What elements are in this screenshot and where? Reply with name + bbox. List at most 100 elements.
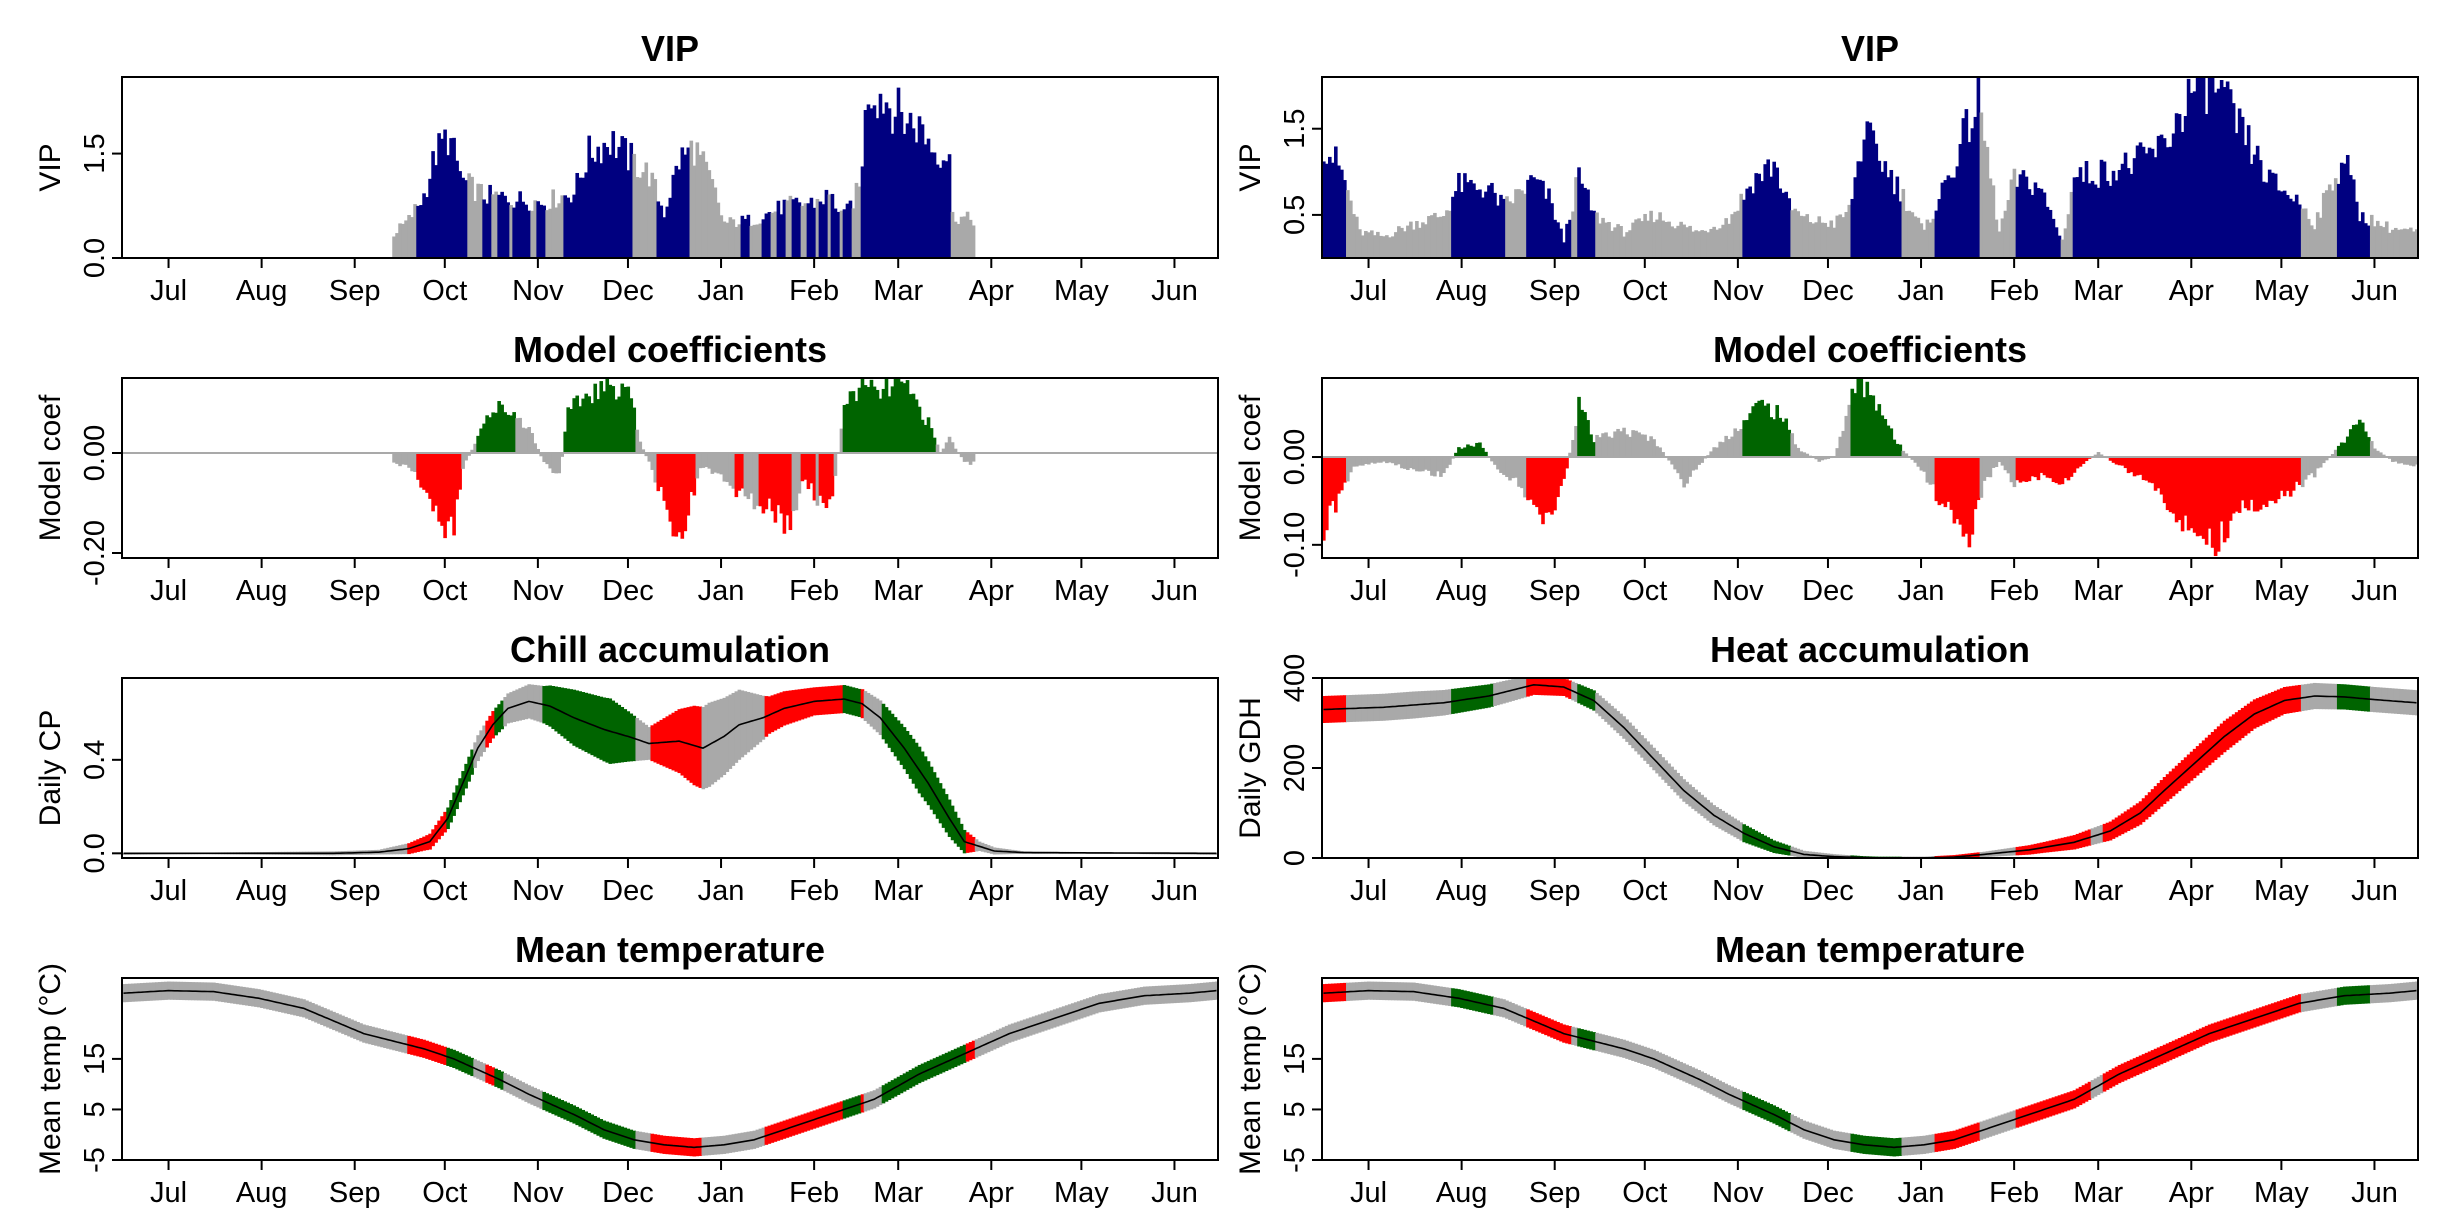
x-tick-label: Feb [789,575,839,607]
x-tick-label: Oct [1622,1177,1667,1209]
x-tick-label: May [1054,875,1109,907]
x-tick-label: Jul [1350,1177,1387,1209]
y-tick-label: -0.20 [79,520,111,586]
x-tick-label: May [2254,1177,2309,1209]
y-tick-label: 400 [1279,654,1311,702]
x-tick-label: Jan [1898,1177,1945,1209]
x-tick-label: Apr [2169,575,2214,607]
x-tick-label: Oct [1622,275,1667,307]
vip-bar [972,225,976,258]
y-tick-label: 15 [1279,1043,1311,1075]
x-tick-label: Jun [2351,275,2398,307]
x-tick-label: Jan [698,1177,745,1209]
x-tick-label: Nov [512,875,564,907]
x-tick-label: Jan [1898,275,1945,307]
x-tick-label: Aug [1436,275,1488,307]
x-tick-label: Jul [150,275,187,307]
x-tick-label: Apr [969,275,1014,307]
x-tick-label: Mar [873,875,923,907]
x-tick-label: Apr [2169,1177,2214,1209]
x-tick-label: Aug [236,275,288,307]
y-tick-label: -5 [79,1147,111,1173]
x-tick-label: May [2254,875,2309,907]
x-tick-label: Feb [789,875,839,907]
panel-title: VIP [1841,28,1899,69]
y-tick-label: 0.00 [79,425,111,481]
panel-title: Chill accumulation [510,629,830,670]
x-tick-label: Oct [422,575,467,607]
x-tick-label: Jan [698,875,745,907]
y-tick-label: 5 [79,1101,111,1117]
x-tick-label: Oct [422,1177,467,1209]
x-tick-label: Jul [150,875,187,907]
y-tick-label: 0.0 [79,238,111,278]
x-tick-label: Jun [2351,875,2398,907]
x-tick-label: Nov [1712,575,1764,607]
x-tick-label: Aug [1436,1177,1488,1209]
y-axis-label: Mean temp (°C) [1234,963,1267,1175]
x-tick-label: Jun [2351,1177,2398,1209]
x-tick-label: May [1054,275,1109,307]
y-axis-label: Model coef [1234,394,1267,541]
x-tick-label: Aug [1436,575,1488,607]
x-tick-label: Aug [236,1177,288,1209]
y-tick-label: 200 [1279,744,1311,792]
x-tick-label: Feb [1989,1177,2039,1209]
y-tick-label: 0.5 [1279,195,1311,235]
x-tick-label: Dec [1802,575,1854,607]
x-tick-label: Nov [1712,1177,1764,1209]
panel-title: Model coefficients [513,329,827,370]
x-tick-label: Nov [1712,875,1764,907]
y-axis-label: Mean temp (°C) [34,963,67,1175]
x-tick-label: May [2254,275,2309,307]
x-tick-label: Feb [1989,875,2039,907]
x-tick-label: Oct [1622,575,1667,607]
y-tick-label: 1.5 [79,133,111,173]
x-tick-label: Jun [1151,575,1198,607]
y-axis-label: Daily CP [34,710,67,827]
x-tick-label: May [1054,575,1109,607]
x-tick-label: Sep [329,875,381,907]
y-tick-label: 15 [79,1043,111,1075]
x-tick-label: Aug [236,875,288,907]
x-tick-label: Jul [150,1177,187,1209]
x-tick-label: Feb [789,275,839,307]
y-axis-label: VIP [1234,143,1267,191]
y-tick-label: -0.10 [1279,512,1311,578]
x-tick-label: Aug [1436,875,1488,907]
x-tick-label: Mar [2073,275,2123,307]
x-tick-label: Oct [422,275,467,307]
x-tick-label: Jun [1151,1177,1198,1209]
x-tick-label: Jan [1898,875,1945,907]
x-tick-label: Mar [873,1177,923,1209]
x-tick-label: Mar [2073,575,2123,607]
y-axis-label: Daily GDH [1234,697,1267,839]
coef-bar [972,453,976,462]
x-tick-label: May [2254,575,2309,607]
x-tick-label: Apr [969,575,1014,607]
x-tick-label: Jul [150,575,187,607]
x-tick-label: Jul [1350,575,1387,607]
x-tick-label: Sep [329,575,381,607]
x-tick-label: Jan [1898,575,1945,607]
x-tick-label: Mar [873,275,923,307]
x-tick-label: Nov [512,275,564,307]
x-tick-label: Jul [1350,875,1387,907]
x-tick-label: Sep [1529,575,1581,607]
panel-title: Model coefficients [1713,329,2027,370]
x-tick-label: Feb [1989,575,2039,607]
x-tick-label: Dec [602,875,654,907]
x-tick-label: Mar [873,575,923,607]
x-tick-label: Feb [789,1177,839,1209]
x-tick-label: Sep [329,275,381,307]
y-tick-label: 0.00 [1279,429,1311,485]
y-axis-label: VIP [34,143,67,191]
x-tick-label: Jul [1350,275,1387,307]
x-tick-label: Apr [969,1177,1014,1209]
x-tick-label: Mar [2073,1177,2123,1209]
x-tick-label: Dec [602,1177,654,1209]
panel-title: VIP [641,28,699,69]
x-tick-label: Nov [512,1177,564,1209]
panel-title: Heat accumulation [1710,629,2030,670]
